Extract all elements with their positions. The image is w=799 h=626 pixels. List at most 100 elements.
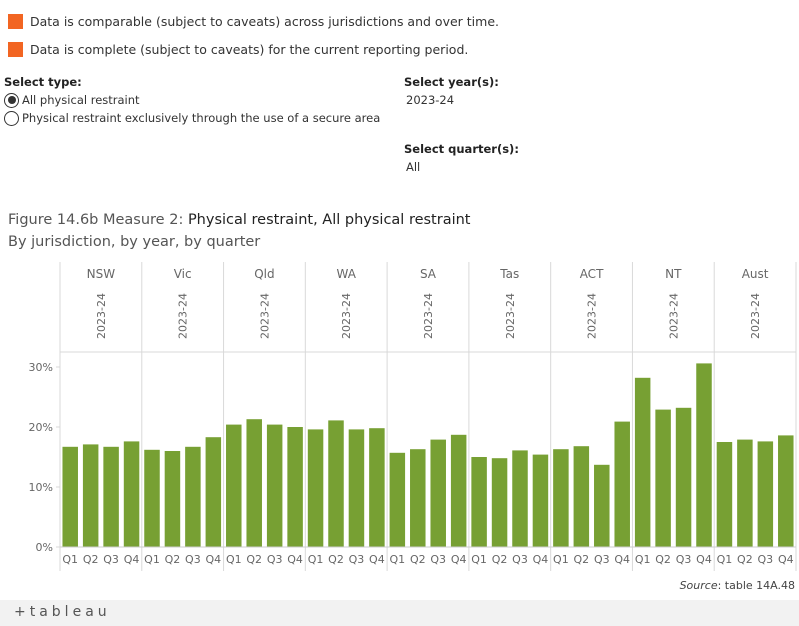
bar xyxy=(512,450,528,547)
quarter-label: Q4 xyxy=(205,553,221,566)
bar xyxy=(226,424,242,547)
jurisdiction-label: NSW xyxy=(87,267,116,281)
bar xyxy=(614,421,630,547)
bar xyxy=(450,434,467,547)
select-type-title: Select type: xyxy=(4,75,82,89)
year-label: 2023-24 xyxy=(177,293,190,339)
orange-square-icon xyxy=(8,13,23,29)
quarter-label: Q3 xyxy=(430,553,446,566)
radio-all-physical-restraint[interactable]: All physical restraint xyxy=(4,91,140,109)
orange-square-icon xyxy=(8,41,23,57)
y-tick-label: 0% xyxy=(36,541,53,554)
year-label: 2023-24 xyxy=(504,293,517,339)
figure-title-prefix: Figure 14.6b Measure 2: xyxy=(8,212,188,228)
bar xyxy=(410,449,426,547)
bar xyxy=(164,451,181,547)
quarter-label: Q4 xyxy=(778,553,794,566)
quarter-label: Q3 xyxy=(512,553,528,566)
quarter-label: Q4 xyxy=(369,553,385,566)
bar xyxy=(471,457,487,547)
bar xyxy=(430,439,446,547)
quarter-label: Q3 xyxy=(757,553,773,566)
radio-label[interactable]: Physical restraint exclusively through t… xyxy=(22,111,381,125)
quarter-label: Q2 xyxy=(165,553,181,566)
quarter-label: Q3 xyxy=(349,553,365,566)
bar xyxy=(369,428,385,547)
quarter-label: Q1 xyxy=(308,553,324,566)
quarter-label: Q1 xyxy=(553,553,569,566)
bar xyxy=(389,452,406,547)
bar xyxy=(328,420,344,547)
jurisdiction-label: Tas xyxy=(499,267,519,281)
figure-subtitle: By jurisdiction, by year, by quarter xyxy=(8,234,261,250)
quarter-label: Q3 xyxy=(594,553,610,566)
quarter-label: Q2 xyxy=(246,553,262,566)
bar xyxy=(123,441,140,547)
bar xyxy=(287,427,303,547)
quarter-filter-value[interactable]: All xyxy=(406,160,421,174)
quarter-label: Q2 xyxy=(328,553,344,566)
jurisdiction-label: NT xyxy=(665,267,682,281)
bar-chart: 0% 10% 20% 30% NSW 2023-24 Q1 Q2 Q3 Q4 Vic 2023-24 Q… xyxy=(29,262,797,571)
bar xyxy=(185,446,201,547)
bar xyxy=(205,437,222,547)
bar xyxy=(696,363,712,547)
year-label: 2023-24 xyxy=(586,293,599,339)
bar xyxy=(103,446,119,547)
bar xyxy=(757,441,774,547)
quarter-label: Q4 xyxy=(451,553,467,566)
bar xyxy=(594,464,610,547)
quarter-label: Q1 xyxy=(471,553,487,566)
quarter-label: Q3 xyxy=(267,553,283,566)
bar xyxy=(62,446,78,547)
quarter-label: Q1 xyxy=(389,553,405,566)
quarter-label: Q1 xyxy=(144,553,160,566)
year-label: 2023-24 xyxy=(95,293,108,339)
quarter-label: Q3 xyxy=(185,553,201,566)
bar xyxy=(573,446,590,547)
tableau-logo[interactable]: +tableau xyxy=(14,604,111,620)
quarter-label: Q2 xyxy=(492,553,508,566)
quarter-label: Q3 xyxy=(676,553,692,566)
select-quarter-title: Select quarter(s): xyxy=(404,142,519,156)
bar xyxy=(675,407,692,547)
quarter-label: Q4 xyxy=(533,553,549,566)
jurisdiction-label: Vic xyxy=(174,267,192,281)
jurisdiction-label: WA xyxy=(337,267,357,281)
radio-label[interactable]: All physical restraint xyxy=(22,93,140,107)
source-label: Source xyxy=(679,579,718,592)
year-label: 2023-24 xyxy=(667,293,680,339)
radio-unselected-icon[interactable] xyxy=(4,110,19,126)
quarter-label: Q4 xyxy=(287,553,303,566)
radio-secure-area[interactable]: Physical restraint exclusively through t… xyxy=(4,109,380,127)
bar xyxy=(82,444,99,547)
year-filter-value[interactable]: 2023-24 xyxy=(406,93,455,107)
quarter-label: Q2 xyxy=(83,553,99,566)
bar xyxy=(634,377,651,547)
source-text: : table 14A.48 xyxy=(717,579,795,592)
select-year-title: Select year(s): xyxy=(404,75,499,89)
year-label: 2023-24 xyxy=(422,293,435,339)
bar xyxy=(266,424,283,547)
jurisdiction-label: Aust xyxy=(742,267,769,281)
bar xyxy=(553,449,569,547)
quarter-label: Q2 xyxy=(410,553,426,566)
radio-selected-icon[interactable] xyxy=(4,92,19,108)
quarter-label: Q2 xyxy=(655,553,671,566)
quarter-label: Q1 xyxy=(717,553,733,566)
bar xyxy=(348,429,365,547)
figure-title: Figure 14.6b Measure 2: Physical restrai… xyxy=(8,212,471,228)
jurisdiction-label: ACT xyxy=(580,267,604,281)
quarter-label: Q4 xyxy=(696,553,712,566)
year-label: 2023-24 xyxy=(340,293,353,339)
y-tick-label: 30% xyxy=(29,361,53,374)
legend-text: Data is comparable (subject to caveats) … xyxy=(30,13,499,29)
jurisdiction-label: Qld xyxy=(254,267,274,281)
bar xyxy=(716,442,733,547)
source-note: Source: table 14A.48 xyxy=(680,579,795,592)
quarter-label: Q2 xyxy=(573,553,589,566)
legend-text: Data is complete (subject to caveats) fo… xyxy=(30,41,469,57)
year-label: 2023-24 xyxy=(258,293,271,339)
bar xyxy=(144,449,160,547)
quarter-label: Q4 xyxy=(124,553,140,566)
